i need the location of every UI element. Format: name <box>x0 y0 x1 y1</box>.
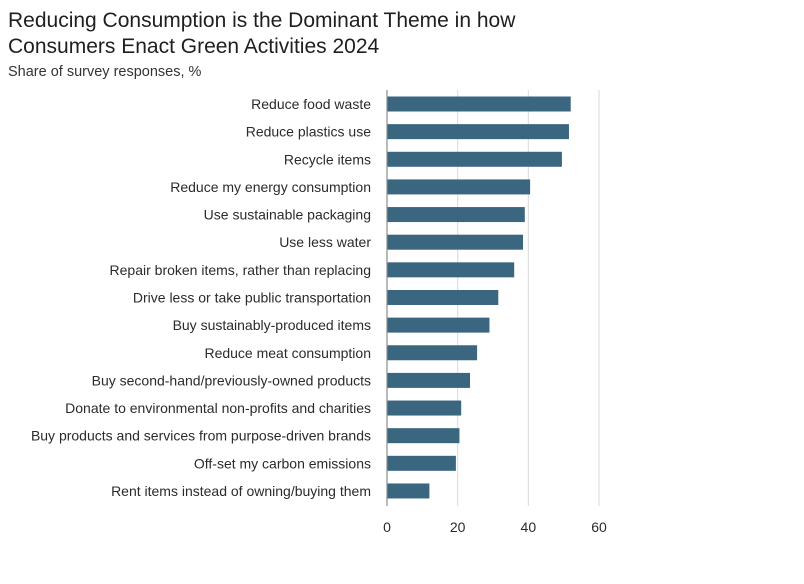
bar <box>387 400 462 416</box>
category-label: Buy sustainably-produced items <box>173 317 371 333</box>
category-label: Drive less or take public transportation <box>133 289 371 305</box>
category-label: Reduce food waste <box>251 96 371 112</box>
bar <box>387 428 460 444</box>
bar <box>387 345 478 361</box>
bar <box>387 262 515 278</box>
category-labels: Reduce food waste Reduce plastics use Recy… <box>31 96 371 499</box>
bar <box>387 483 430 499</box>
category-label: Use less water <box>279 234 371 250</box>
bar <box>387 372 471 388</box>
bar <box>387 455 456 471</box>
tick-labels: 0 20 40 60 <box>383 519 607 535</box>
bar <box>387 289 499 305</box>
bar <box>387 207 525 223</box>
x-tick-label: 40 <box>521 519 537 535</box>
bar <box>387 96 571 112</box>
chart-subtitle: Share of survey responses, % <box>8 64 202 80</box>
title-block: Reducing Consumption is the Dominant The… <box>8 8 608 82</box>
bar <box>387 151 562 167</box>
category-label: Repair broken items, rather than replaci… <box>110 262 371 278</box>
bar <box>387 179 531 195</box>
x-tick-label: 0 <box>383 519 391 535</box>
category-label: Reduce plastics use <box>246 124 372 140</box>
bar <box>387 234 524 250</box>
chart-title: Reducing Consumption is the Dominant The… <box>8 9 516 58</box>
x-tick-label: 60 <box>591 519 607 535</box>
category-label: Reduce my energy consumption <box>170 179 371 195</box>
category-label: Reduce meat consumption <box>204 345 371 361</box>
x-tick-label: 20 <box>450 519 466 535</box>
category-label: Donate to environmental non-profits and … <box>65 400 371 416</box>
category-label: Buy products and services from purpose-d… <box>31 428 371 444</box>
bar <box>387 317 490 333</box>
bars <box>387 96 571 499</box>
category-label: Recycle items <box>284 151 371 167</box>
category-label: Rent items instead of owning/buying them <box>111 483 371 499</box>
category-label: Off-set my carbon emissions <box>194 455 371 471</box>
bar <box>387 124 569 140</box>
category-label: Use sustainable packaging <box>204 207 371 223</box>
category-label: Buy second-hand/previously-owned product… <box>92 372 371 388</box>
